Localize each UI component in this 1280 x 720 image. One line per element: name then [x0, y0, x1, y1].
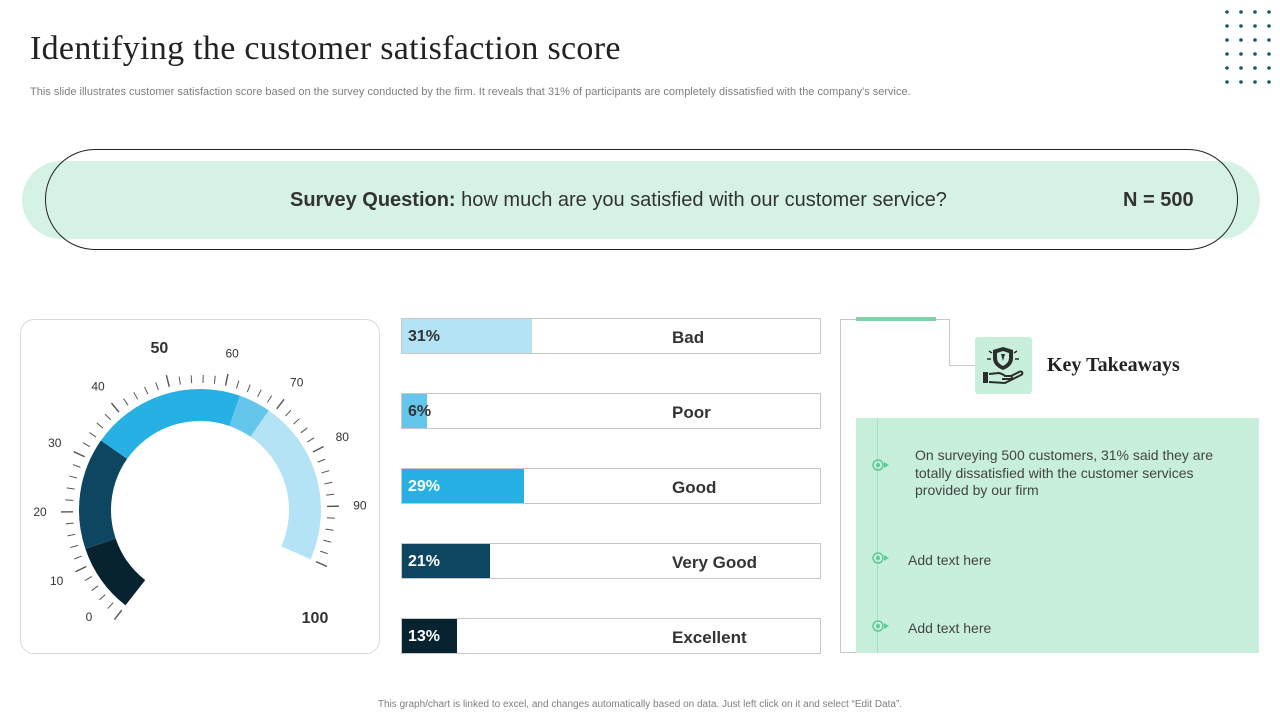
- survey-question: Survey Question: how much are you satisf…: [290, 189, 947, 212]
- takeaways-panel: [856, 418, 1259, 653]
- takeaways-connector-vertical: [949, 319, 950, 366]
- bullet-icon: [872, 552, 889, 564]
- takeaways-frame-bottom: [840, 652, 860, 653]
- takeaway-item-2: Add text here: [908, 552, 992, 568]
- bar-category-label: Excellent: [672, 628, 747, 647]
- bullet-icon: [872, 620, 889, 632]
- page-title: Identifying the customer satisfaction sc…: [30, 30, 621, 67]
- bar-good: [402, 469, 524, 503]
- bar-row: 13% Excellent: [401, 618, 821, 654]
- bar-value-label: 13%: [408, 628, 441, 645]
- page-subtitle: This slide illustrates customer satisfac…: [30, 86, 911, 98]
- takeaways-title: Key Takeaways: [1047, 354, 1180, 376]
- footer-note: This graph/chart is linked to excel, and…: [377, 699, 903, 710]
- sample-size: N = 500: [1123, 189, 1194, 211]
- bar-category-label: Good: [672, 478, 717, 497]
- takeaways-frame-left: [840, 319, 841, 653]
- decorative-dot-grid: [1225, 10, 1271, 84]
- bar-category-label: Poor: [672, 403, 711, 422]
- bar-poor: [402, 394, 428, 428]
- survey-question-label: Survey Question:: [290, 189, 456, 211]
- gauge-card: [20, 319, 380, 654]
- takeaway-item-1: On surveying 500 customers, 31% said the…: [915, 447, 1214, 498]
- bar-row: 31% Bad: [401, 318, 821, 354]
- shield-hand-icon: [983, 347, 1024, 384]
- bar-category-label: Very Good: [672, 553, 758, 572]
- bar-value-label: 29%: [408, 478, 441, 495]
- takeaways-icon-box: [975, 337, 1032, 394]
- bar-bad: [402, 319, 533, 353]
- bullet-icon: [872, 459, 889, 471]
- takeaways-timeline: [877, 418, 878, 653]
- survey-banner-background: [22, 161, 1260, 239]
- takeaway-item-3: Add text here: [908, 620, 992, 636]
- bar-value-label: 31%: [408, 328, 441, 345]
- bar-category-label: Bad: [672, 328, 705, 347]
- bar-row: 29% Good: [401, 468, 821, 504]
- takeaways-connector-horizontal: [949, 365, 976, 366]
- bar-very-good: [402, 544, 491, 578]
- bar-value-label: 21%: [408, 553, 441, 570]
- survey-question-text: how much are you satisfied with our cust…: [461, 189, 947, 211]
- bar-excellent: [402, 619, 457, 653]
- takeaways-accent-line: [856, 317, 936, 321]
- survey-banner-outline: [45, 149, 1238, 250]
- bar-row: 21% Very Good: [401, 543, 821, 579]
- bar-row: 6% Poor: [401, 393, 821, 429]
- bar-value-label: 6%: [408, 403, 432, 420]
